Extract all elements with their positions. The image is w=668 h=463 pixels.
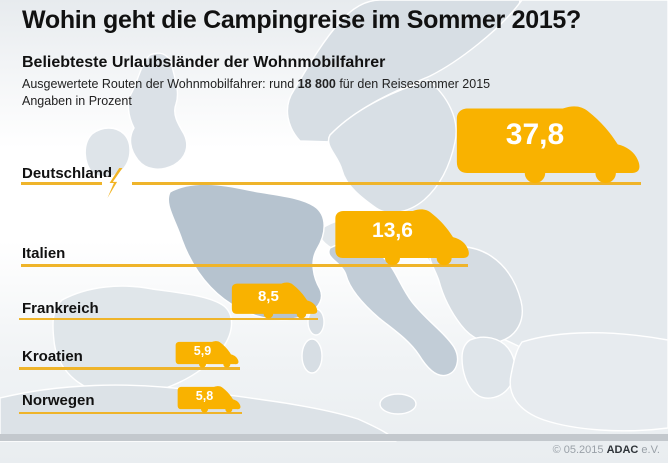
source-date: © 05.2015 [552, 444, 607, 456]
source-credit: © 05.2015 ADAC e.V. [553, 444, 660, 456]
value-label-kroatien: 5,9 [193, 344, 212, 359]
note-count: 18 800 [297, 77, 336, 91]
adac-brand: ADAC [606, 444, 639, 456]
map-uk [127, 52, 188, 170]
map-balkans [428, 245, 523, 344]
axis-line-kroatien [19, 367, 240, 370]
camper-van-frankreich: 8,5 [231, 281, 318, 319]
map-sicily [379, 393, 417, 415]
axis-break-gap [102, 177, 132, 189]
source-suffix: e.V. [638, 444, 660, 456]
page-title: Wohin geht die Campingreise im Sommer 20… [22, 6, 581, 34]
chart-note: Ausgewertete Routen der Wohnmobilfahrer:… [22, 77, 490, 91]
value-label-deutschland: 37,8 [505, 118, 565, 152]
country-label-deutschland: Deutschland [22, 165, 113, 182]
map-central-europe [327, 79, 457, 214]
value-label-italien: 13,6 [372, 218, 413, 242]
map-sardinia [301, 338, 323, 374]
value-label-frankreich: 8,5 [257, 287, 279, 305]
country-label-italien: Italien [22, 245, 66, 262]
camper-van-italien: 13,6 [334, 207, 470, 266]
country-label-norwegen: Norwegen [22, 392, 95, 409]
axis-break-icon [107, 168, 123, 198]
camper-van-norwegen: 5,8 [177, 385, 241, 413]
axis-line-deutschland [21, 182, 641, 185]
axis-line-norwegen [19, 411, 242, 414]
map-turkey [509, 332, 668, 432]
map-italy [328, 242, 459, 377]
note-prefix: Ausgewertete Routen der Wohnmobilfahrer:… [22, 77, 298, 91]
value-label-norwegen: 5,8 [195, 389, 214, 404]
camper-van-deutschland: 37,8 [455, 103, 641, 184]
country-label-frankreich: Frankreich [22, 300, 99, 317]
axis-line-frankreich [19, 317, 318, 320]
footer-divider-bar [0, 434, 668, 441]
note-suffix: für den Reisesommer 2015 [335, 77, 491, 91]
map-ireland [84, 127, 131, 178]
map-greece [461, 336, 516, 399]
unit-note: Angaben in Prozent [22, 94, 132, 108]
camper-van-kroatien: 5,9 [175, 340, 239, 368]
country-label-kroatien: Kroatien [22, 348, 83, 365]
axis-line-italien [21, 264, 468, 267]
chart-subtitle: Beliebteste Urlaubsländer der Wohnmobilf… [22, 54, 386, 71]
